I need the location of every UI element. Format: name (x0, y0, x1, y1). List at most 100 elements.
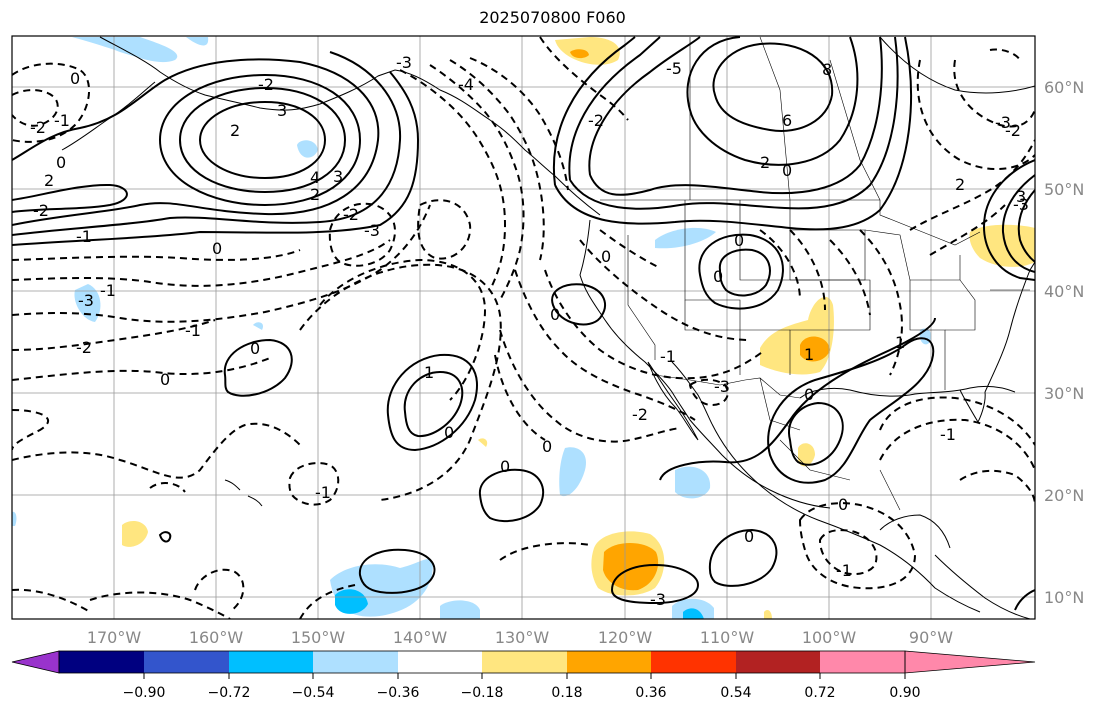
contour-line (553, 36, 912, 231)
colorbar-extend-right (904, 650, 1036, 674)
contour-line (178, 86, 347, 194)
contour-line (328, 202, 396, 267)
patch-blue (253, 322, 264, 330)
patch-orange (570, 49, 589, 59)
colorbar-segment (820, 651, 905, 673)
contour-label: 0 (70, 69, 80, 88)
contour-line (386, 353, 478, 452)
contour-line (818, 529, 878, 576)
us-mexico-border (654, 374, 801, 399)
gulf-of-california (671, 361, 713, 425)
map-title: 2025070800 F060 (479, 8, 626, 27)
contour-line (469, 57, 569, 191)
contour-line (12, 51, 402, 236)
contour-line (759, 229, 801, 301)
colorbar-segment (736, 651, 820, 673)
contour-label: -3 (396, 53, 412, 72)
contour-line (288, 462, 340, 506)
contour-label: 2 (955, 175, 965, 194)
contour-line (198, 100, 327, 180)
colorbar-segment (482, 651, 567, 673)
colorbar-ticks (143, 673, 906, 679)
contour-label: 0 (601, 247, 611, 266)
canada-province-border (689, 36, 881, 201)
contour-label: -3 (78, 291, 94, 310)
contour-line (708, 528, 778, 587)
colorbar-extend-left (11, 650, 60, 674)
contour-line (12, 71, 420, 246)
contour-line (12, 588, 231, 619)
contour-label: -5 (666, 59, 682, 78)
contour-line (12, 89, 59, 127)
longitude-label: 90°W (909, 628, 953, 647)
contour-label: -1 (76, 227, 92, 246)
contour-line (158, 531, 172, 543)
latitude-label: 40°N (1044, 282, 1084, 301)
state-border (789, 279, 871, 375)
longitude-label: 170°W (87, 628, 142, 647)
contour-line (299, 584, 356, 619)
contour-label: -2 (76, 338, 92, 357)
latitude-label: 30°N (1044, 384, 1084, 403)
contour-line (158, 73, 362, 207)
contour-label: 1 (895, 333, 905, 352)
colorbar-segment (651, 651, 736, 673)
contour-line (299, 263, 502, 501)
colorbar-segment (313, 651, 398, 673)
contour-line (916, 59, 1035, 171)
contour-line (686, 36, 859, 166)
gulf-coast (799, 385, 1016, 399)
contour-line (12, 58, 380, 226)
contour-label: -3 (714, 377, 730, 396)
longitude-label: 140°W (393, 628, 448, 647)
longitude-label: 130°W (495, 628, 550, 647)
longitude-label: 110°W (700, 628, 755, 647)
longitude-label: 100°W (802, 628, 857, 647)
patch-blue (186, 37, 209, 46)
colorbar-tick-label: −0.90 (123, 685, 166, 701)
colorbar: −0.90 −0.72 −0.54 −0.36 −0.18 0.18 0.36 … (11, 650, 1036, 701)
contour-line (798, 502, 917, 590)
contour-label: 0 (542, 437, 552, 456)
contour-labels: 0 -2 -1 2 0 -2 -2 4 3 2 -3 -2 3 2 -1 0 -… (30, 53, 1029, 609)
contour-line (718, 248, 771, 297)
colorbar-segment (59, 651, 144, 673)
colorbar-tick-label: 0.18 (551, 685, 582, 701)
latitude-labels: 60°N 50°N 40°N 30°N 20°N 10°N (1044, 78, 1084, 607)
contour-label: 0 (500, 457, 510, 476)
contour-line (223, 338, 293, 397)
contour-label: 0 (804, 385, 814, 404)
contour-line (588, 36, 883, 196)
coastlines (61, 36, 1035, 619)
us-canada-border (600, 199, 981, 246)
contour-label: -2 (343, 205, 359, 224)
contour-line (478, 468, 545, 523)
contour-label: 2 (230, 121, 240, 140)
contour-label: 6 (782, 111, 792, 130)
contour-label: -1 (100, 281, 116, 300)
hudson-bay (879, 36, 1035, 94)
colorbar-segment (398, 651, 482, 673)
contour-label: 2 (44, 171, 54, 190)
contour-line (859, 229, 903, 376)
contour-label: -1 (940, 425, 956, 444)
colorbar-tick-label: −0.72 (208, 685, 251, 701)
contour-label: -2 (632, 405, 648, 424)
colorbar-tick-label: 0.90 (889, 685, 920, 701)
contour-line (494, 354, 546, 441)
contour-line (403, 370, 464, 438)
contour-label: 0 (212, 239, 222, 258)
contour-lines (12, 36, 1035, 619)
contour-label: 2 (760, 153, 770, 172)
contour-line (568, 36, 899, 210)
map-plot-area: 0 -2 -1 2 0 -2 -2 4 3 2 -3 -2 3 2 -1 0 -… (12, 36, 1035, 619)
state-border (864, 229, 946, 390)
contour-line (829, 239, 871, 316)
colorbar-tick-label: 0.36 (635, 685, 666, 701)
contour-line (12, 249, 301, 261)
patch-yellow (122, 520, 148, 547)
contour-line (539, 36, 629, 121)
contour-label: 4 (310, 168, 320, 187)
contour-line (989, 48, 1021, 61)
